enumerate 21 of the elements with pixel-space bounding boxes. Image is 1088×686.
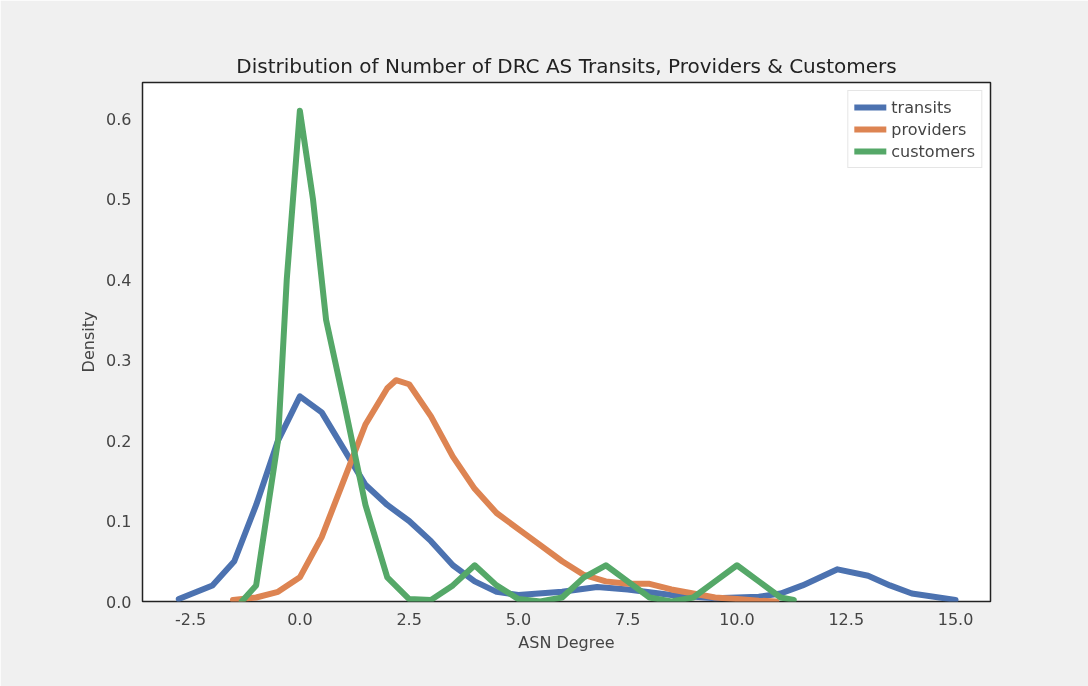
y-tick-label: 0.6 xyxy=(106,109,132,129)
x-axis-title: ASN Degree xyxy=(518,632,615,652)
legend-label: providers xyxy=(891,119,967,139)
x-tick-label: 2.5 xyxy=(396,609,422,629)
x-tick-label: 0.0 xyxy=(287,609,313,629)
y-tick-label: 0.0 xyxy=(106,592,132,612)
y-tick-label: 0.1 xyxy=(106,512,132,532)
y-axis-title: Density xyxy=(79,311,99,373)
y-tick-label: 0.3 xyxy=(106,351,132,371)
chart-title: Distribution of Number of DRC AS Transits, Providers & Customers xyxy=(236,53,897,78)
y-tick-label: 0.2 xyxy=(106,431,132,451)
x-tick-label: 7.5 xyxy=(614,609,641,629)
x-tick-label: 10.0 xyxy=(719,609,755,629)
y-tick-label: 0.4 xyxy=(106,270,132,290)
legend-label: customers xyxy=(891,141,975,161)
legend-label: transits xyxy=(891,97,952,117)
x-tick-label: -2.5 xyxy=(174,609,207,629)
x-tick-label: 12.5 xyxy=(828,609,865,629)
x-tick-label: 5.0 xyxy=(505,609,532,629)
y-tick-label: 0.5 xyxy=(106,190,132,210)
x-tick-label: 15.0 xyxy=(937,609,974,629)
